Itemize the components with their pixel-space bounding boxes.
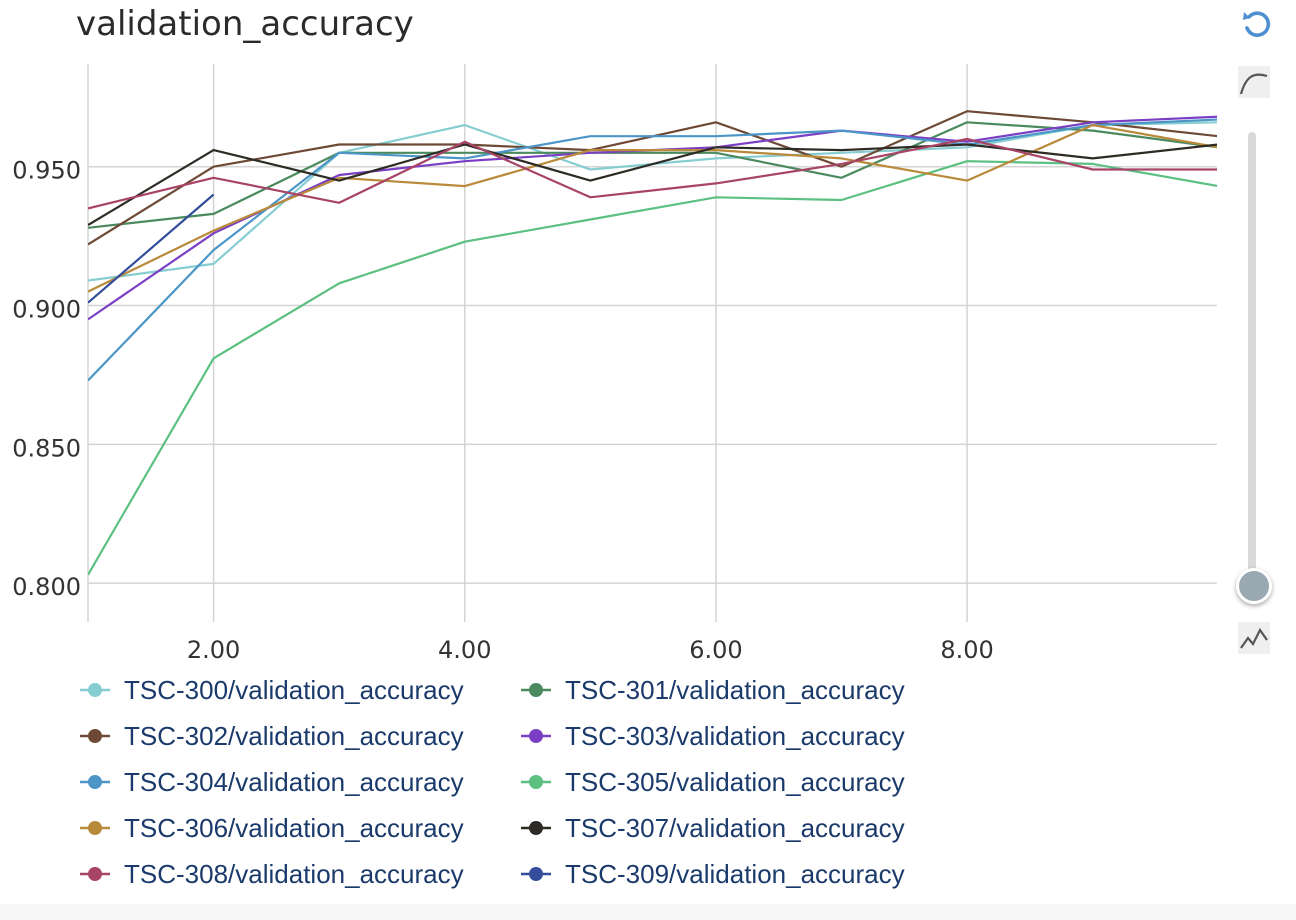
y-tick-label: 0.900 — [12, 296, 81, 324]
legend-item[interactable]: TSC-303/validation_accuracy — [519, 718, 919, 754]
reset-icon[interactable] — [1240, 8, 1274, 42]
legend-swatch-icon — [521, 867, 551, 881]
series-line-tsc-301 — [88, 121, 1217, 229]
series-line-tsc-304 — [88, 118, 1217, 382]
series-line-tsc-305 — [88, 160, 1217, 576]
legend-item[interactable]: TSC-308/validation_accuracy — [78, 856, 519, 892]
legend-swatch-icon — [80, 821, 110, 835]
legend-swatch-icon — [521, 729, 551, 743]
legend-item[interactable]: TSC-302/validation_accuracy — [78, 718, 519, 754]
series-line-tsc-307 — [88, 143, 1217, 226]
x-tick-label: 4.00 — [438, 636, 491, 664]
smoothing-slider-thumb[interactable] — [1236, 568, 1272, 604]
legend-label: TSC-306/validation_accuracy — [124, 812, 464, 843]
legend-item[interactable]: TSC-304/validation_accuracy — [78, 764, 519, 800]
series-line-tsc-308 — [88, 137, 1217, 210]
legend-label: TSC-309/validation_accuracy — [565, 858, 905, 889]
legend-swatch-icon — [80, 775, 110, 789]
series-line-tsc-303 — [88, 115, 1217, 321]
series-line-tsc-309 — [88, 193, 215, 304]
y-tick-label: 0.950 — [12, 157, 81, 185]
legend-item[interactable]: TSC-307/validation_accuracy — [519, 810, 919, 846]
x-tick-label: 2.00 — [187, 636, 240, 664]
legend-item[interactable]: TSC-309/validation_accuracy — [519, 856, 919, 892]
legend-item[interactable]: TSC-300/validation_accuracy — [78, 672, 519, 708]
legend-swatch-icon — [521, 775, 551, 789]
chart-title: validation_accuracy — [76, 4, 414, 44]
series-line-tsc-300 — [88, 121, 1217, 282]
raw-line-icon[interactable] — [1238, 622, 1270, 654]
series-group — [88, 110, 1217, 576]
legend-label: TSC-305/validation_accuracy — [565, 766, 905, 797]
y-tick-label: 0.850 — [12, 434, 81, 462]
legend-label: TSC-304/validation_accuracy — [124, 766, 464, 797]
legend-label: TSC-302/validation_accuracy — [124, 720, 464, 751]
legend-label: TSC-300/validation_accuracy — [124, 674, 464, 705]
bottom-bar — [0, 904, 1296, 920]
chart-legend: TSC-300/validation_accuracy TSC-301/valid… — [78, 672, 938, 892]
x-tick-label: 6.00 — [689, 636, 742, 664]
legend-swatch-icon — [521, 821, 551, 835]
legend-label: TSC-308/validation_accuracy — [124, 858, 464, 889]
legend-label: TSC-303/validation_accuracy — [565, 720, 905, 751]
legend-label: TSC-307/validation_accuracy — [565, 812, 905, 843]
legend-item[interactable]: TSC-301/validation_accuracy — [519, 672, 919, 708]
smooth-curve-icon[interactable] — [1238, 66, 1270, 98]
legend-swatch-icon — [80, 729, 110, 743]
legend-item[interactable]: TSC-306/validation_accuracy — [78, 810, 519, 846]
legend-label: TSC-301/validation_accuracy — [565, 674, 905, 705]
smoothing-slider-track[interactable] — [1248, 132, 1256, 587]
y-tick-label: 0.800 — [12, 573, 81, 601]
series-line-tsc-306 — [88, 123, 1217, 293]
legend-swatch-icon — [521, 683, 551, 697]
x-tick-label: 8.00 — [940, 636, 993, 664]
legend-swatch-icon — [80, 867, 110, 881]
legend-item[interactable]: TSC-305/validation_accuracy — [519, 764, 919, 800]
legend-swatch-icon — [80, 683, 110, 697]
